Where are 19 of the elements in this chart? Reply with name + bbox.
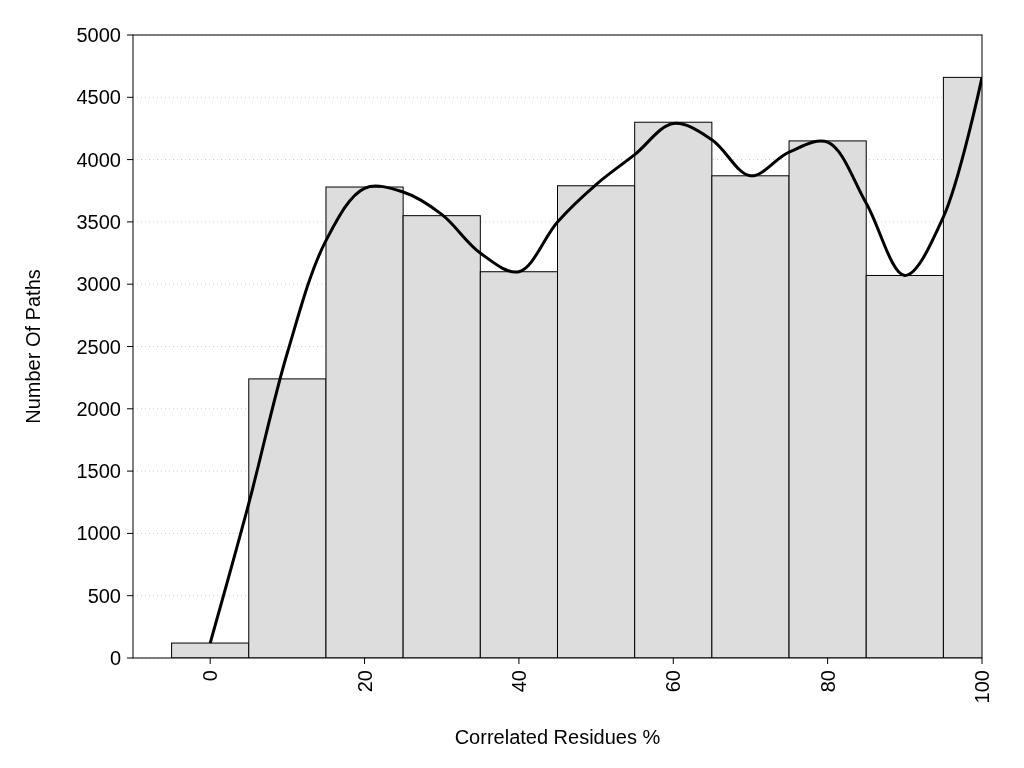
y-tick-label: 4000 [76, 148, 121, 171]
x-tick-label: 20 [353, 670, 376, 693]
x-tick-label: 40 [507, 670, 530, 693]
x-tick-label: 60 [662, 670, 685, 693]
x-tick-label: 0 [199, 670, 222, 682]
y-tick-label: 500 [87, 584, 121, 607]
y-tick-label: 2500 [76, 335, 121, 358]
y-tick-label: 0 [109, 647, 121, 669]
y-axis-title: Number Of Paths [22, 269, 44, 424]
y-tick-label: 3500 [76, 210, 121, 233]
x-tick-label: 80 [816, 670, 839, 693]
y-tick-label: 1000 [76, 522, 121, 545]
y-tick-label: 1500 [76, 460, 121, 483]
y-tick-label: 5000 [76, 24, 121, 46]
y-tick-label: 4500 [76, 86, 121, 109]
x-axis-title: Correlated Residues % [454, 726, 661, 748]
y-tick-label: 2000 [76, 397, 121, 420]
y-tick-label: 3000 [76, 273, 121, 296]
x-tick-label: 100 [971, 670, 993, 704]
